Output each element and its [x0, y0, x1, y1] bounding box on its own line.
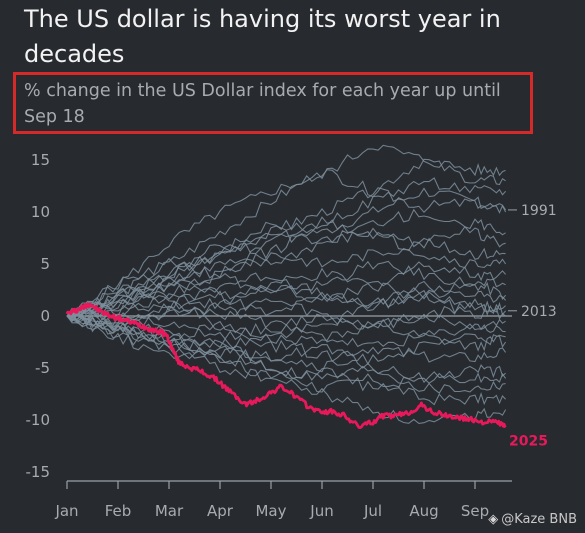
history-series-line — [66, 187, 507, 319]
history-series-line — [66, 260, 506, 317]
y-axis: 15 10 5 0 -5 -10 -15 — [26, 151, 512, 481]
history-series-line — [66, 272, 507, 319]
x-axis: Jan Feb Mar Apr May Jun Jul Aug Sep — [54, 480, 512, 520]
history-series-line — [66, 177, 507, 321]
series-labels: 1991 2013 2025 — [508, 203, 557, 449]
highlight-series-group — [65, 302, 507, 429]
x-tick-label: Mar — [155, 502, 184, 520]
history-series-line — [66, 276, 507, 320]
x-tick-label: Jul — [363, 502, 382, 520]
history-series-line — [66, 187, 507, 317]
y-tick-label: -15 — [26, 463, 51, 481]
diamond-logo-icon: ◈ — [488, 512, 499, 527]
x-tick-label: Jun — [309, 502, 333, 520]
x-tick-label: Jan — [54, 502, 78, 520]
history-series-line — [66, 315, 507, 373]
series-label-2025: 2025 — [509, 433, 548, 449]
y-tick-label: 5 — [40, 255, 50, 273]
x-tick-label: Feb — [105, 502, 132, 520]
history-series-line — [66, 219, 507, 317]
highlight-series-line — [65, 302, 507, 429]
y-tick-label: 10 — [31, 203, 50, 221]
history-series-line — [66, 311, 506, 406]
watermark: ◈ @Kaze BNB — [488, 512, 577, 527]
chart-title: The US dollar is having its worst year i… — [24, 5, 501, 68]
series-label-1991: 1991 — [521, 203, 557, 219]
x-tick-label: May — [255, 502, 286, 520]
x-tick-label: Sep — [461, 502, 489, 520]
history-series-line — [66, 208, 506, 317]
watermark-text: @Kaze BNB — [501, 512, 577, 527]
y-tick-label: 15 — [31, 151, 50, 169]
annotation-highlight-box: % change in the US Dollar index for each… — [13, 72, 533, 134]
historical-series-group — [66, 144, 507, 424]
history-series-line — [66, 237, 506, 319]
history-series-line — [66, 261, 507, 322]
y-tick-label: -10 — [26, 411, 51, 429]
y-tick-label: -5 — [35, 359, 50, 377]
history-series-line — [66, 218, 506, 317]
y-tick-label: 0 — [40, 307, 50, 325]
history-series-line — [66, 281, 507, 328]
history-series-line — [66, 298, 506, 329]
series-label-2013: 2013 — [521, 304, 557, 320]
history-series-line — [66, 314, 506, 384]
chart-subtitle: % change in the US Dollar index for each… — [24, 81, 501, 127]
x-tick-label: Apr — [207, 502, 234, 520]
x-tick-label: Aug — [409, 502, 438, 520]
